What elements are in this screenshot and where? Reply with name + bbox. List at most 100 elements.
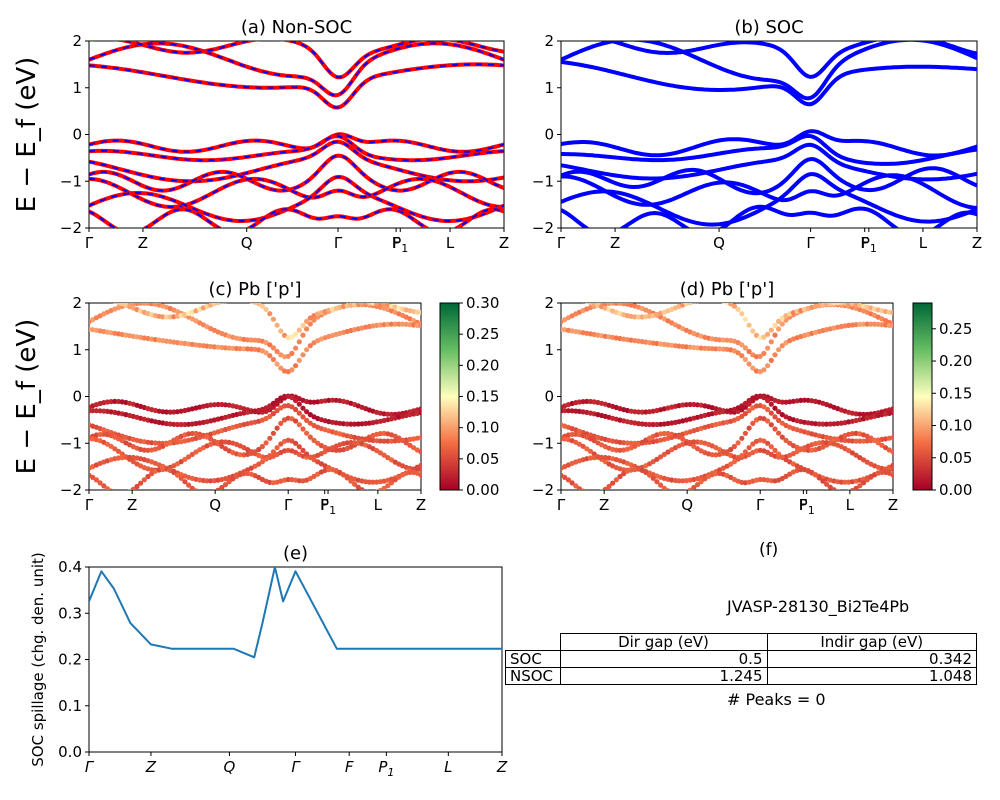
band-line [89, 63, 504, 109]
scatter-point [613, 477, 619, 483]
scatter-point [112, 398, 118, 404]
scatter-point [606, 483, 612, 490]
scatter-point [890, 310, 893, 316]
scatter-point [418, 410, 421, 416]
scatter-point [820, 478, 826, 484]
scatter-point [584, 490, 589, 495]
scatter-point [377, 438, 383, 444]
scatter-point [750, 441, 756, 447]
scatter-point [860, 438, 867, 444]
scatter-point [186, 421, 192, 427]
colorbar-tick-label: 0.20 [466, 356, 499, 374]
panel-title-a: (a) Non-SOC [241, 17, 352, 38]
scatter-point [739, 403, 745, 409]
band-line [89, 132, 504, 154]
scatter-point [385, 411, 391, 417]
scatter-point [739, 435, 745, 441]
band-line [89, 135, 504, 162]
scatter-point [698, 479, 704, 485]
scatter-point [558, 297, 563, 302]
scatter-point [120, 492, 125, 497]
scatter-point [650, 421, 656, 428]
scatter-point [281, 393, 288, 399]
scatter-point [267, 453, 273, 459]
scatter-point [890, 472, 893, 478]
scatter-point [418, 434, 421, 441]
scatter-point [673, 492, 678, 497]
scatter-point [573, 483, 579, 489]
scatter-point [101, 483, 107, 489]
scatter-point [112, 490, 117, 495]
scatter-point [746, 445, 752, 451]
y-tick-label: 1 [72, 79, 82, 97]
scatter-point [278, 420, 284, 426]
band-line [89, 177, 504, 209]
scatter-point [418, 406, 421, 412]
k-label: Z [610, 234, 620, 252]
k-label: Z [599, 496, 609, 514]
scatter-point [274, 445, 280, 451]
scatter-point [890, 434, 893, 441]
scatter-point [370, 490, 375, 495]
colorbar-tick-label: 0.20 [939, 352, 972, 370]
scatter-point [779, 315, 785, 321]
scatter-point [293, 363, 299, 369]
scatter-point [213, 489, 216, 490]
plot-frame-d [560, 302, 894, 491]
scatter-point [721, 303, 725, 304]
k-label: P1 [378, 758, 394, 779]
scatter-point [93, 408, 99, 414]
k-label: Γ [557, 234, 566, 252]
scatter-point [278, 441, 284, 447]
scatter-point [363, 489, 368, 490]
scatter-point [562, 297, 567, 302]
scatter-point [698, 345, 704, 351]
scatter-point [768, 401, 774, 407]
table-header-row: Dir gap (eV) Indir gap (eV) [506, 633, 977, 651]
scatter-point [584, 303, 589, 304]
scatter-point [691, 303, 696, 305]
scatter-point [259, 459, 265, 465]
scatter-point [646, 472, 653, 478]
scatter-point [204, 478, 210, 484]
scatter-point [761, 350, 767, 356]
scatter-point [731, 443, 738, 450]
scatter-point [831, 487, 837, 490]
scatter-point [650, 475, 656, 481]
scatter-point [208, 402, 214, 408]
scatter-point [315, 440, 321, 446]
scatter-point [765, 345, 771, 351]
scatter-point [300, 414, 306, 420]
scatter-point [624, 440, 631, 446]
scatter-point [249, 303, 253, 304]
scatter-point [588, 491, 593, 496]
scatter-point [691, 443, 697, 449]
scatter-point [108, 488, 114, 490]
scatter-point [352, 421, 358, 427]
colorbar-tick-label: 0.10 [939, 417, 972, 435]
scatter-point [772, 352, 778, 358]
scatter-point [267, 435, 273, 441]
scatter-point [801, 397, 808, 403]
scatter-point [304, 417, 310, 423]
scatter-point [746, 397, 752, 404]
scatter-point [739, 311, 745, 317]
scatter-point [824, 421, 830, 427]
scatter-point [97, 431, 103, 437]
scatter-point [750, 420, 756, 426]
colorbar-tick-label: 0.15 [466, 388, 499, 406]
scatter-point [149, 440, 155, 446]
scatter-point [385, 321, 391, 327]
scatter-point [713, 471, 719, 477]
scatter-point [776, 451, 782, 457]
scatter-point [274, 348, 280, 355]
colorbar-tick-label: 0.10 [466, 419, 499, 437]
scatter-point [765, 397, 771, 404]
header-indir-gap: Indir gap (eV) [766, 633, 977, 651]
y-tick-label: −1 [532, 434, 554, 452]
scatter-point [115, 448, 122, 454]
scatter-point [569, 480, 575, 486]
k-label: Γ [291, 758, 301, 776]
indir-gap-value: 1.048 [766, 667, 977, 685]
scatter-point [355, 484, 361, 490]
